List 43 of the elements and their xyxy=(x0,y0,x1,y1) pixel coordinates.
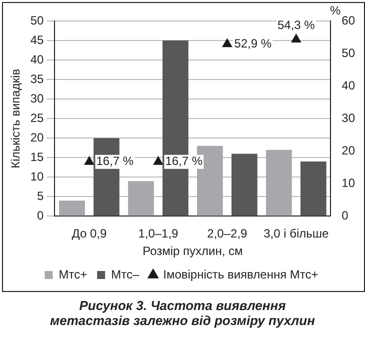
y-tick-label: 30 xyxy=(30,91,44,106)
y-tick-label: 25 xyxy=(30,110,44,125)
data-label: 16,7 % xyxy=(96,154,134,168)
y2-axis-title: % xyxy=(330,3,341,18)
y2-tick-label: 30 xyxy=(342,110,356,125)
bar xyxy=(128,181,154,216)
bar xyxy=(162,40,188,216)
data-label: 52,9 % xyxy=(234,36,272,50)
bar xyxy=(300,162,326,216)
y-tick-label: 5 xyxy=(37,188,44,203)
legend-label: Мтс– xyxy=(111,267,140,282)
point xyxy=(291,34,301,43)
y2-tick-label: 50 xyxy=(342,46,356,60)
x-tick-label: До 0,9 xyxy=(72,226,108,241)
y2-tick-label: 40 xyxy=(342,78,356,92)
x-tick-label: 1,0–1,9 xyxy=(138,226,179,241)
legend-label: Імовірність виявлення Мтс+ xyxy=(163,267,318,282)
point xyxy=(84,156,94,165)
point xyxy=(153,156,164,165)
x-axis-title: Розмір пухлин, см xyxy=(142,244,243,258)
bar xyxy=(232,154,258,216)
y2-tick-label: 0 xyxy=(342,208,349,223)
y-tick-label: 50 xyxy=(30,13,44,28)
data-label: 16,7 % xyxy=(165,154,203,168)
text: Рисунок 3. Частота виявлення метастазів залежно від розміру пухлин xyxy=(49,298,316,328)
y-tick-label: 20 xyxy=(30,130,44,144)
legend-label: Мтс+ xyxy=(58,267,88,282)
y-tick-label: 45 xyxy=(30,32,44,47)
y2-tick-label: 10 xyxy=(342,176,356,190)
data-label: 54,3 % xyxy=(277,18,316,32)
point xyxy=(222,38,232,48)
y-tick-label: 15 xyxy=(30,150,44,164)
y-axis-title: Кількість випадків xyxy=(8,68,23,168)
y-tick-label: 10 xyxy=(30,169,44,184)
y2-tick-label: 20 xyxy=(342,143,356,158)
x-tick-label: 3,0 і більше xyxy=(264,226,330,241)
y-tick-label: 40 xyxy=(30,52,44,66)
bar xyxy=(266,150,292,216)
y2-tick-label: 60 xyxy=(342,13,356,28)
y-tick-label: 0 xyxy=(37,208,44,223)
y-tick-label: 35 xyxy=(30,72,44,86)
bar xyxy=(59,200,85,216)
x-tick-label: 2,0–2,9 xyxy=(207,226,248,241)
